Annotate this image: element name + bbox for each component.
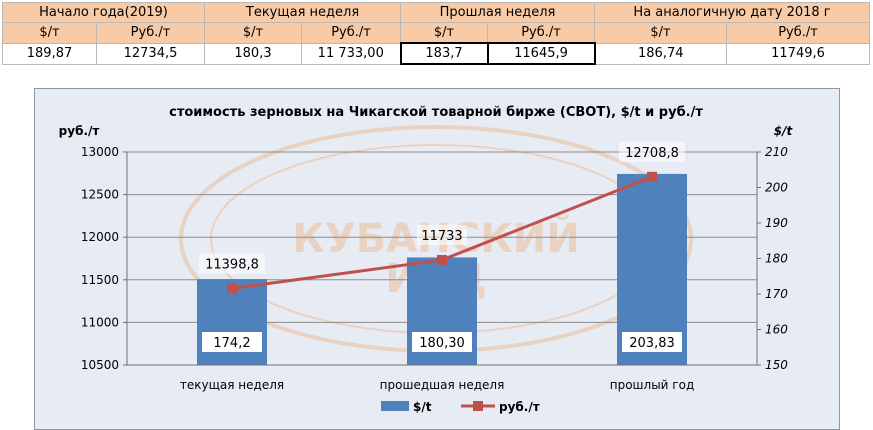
y-left-tick-label: 12000 — [81, 230, 119, 244]
y-right-tick-label: 170 — [765, 287, 788, 301]
unit-header-cell: $/т — [400, 22, 489, 44]
value-cell: 11 733,00 — [300, 42, 402, 65]
table-group-header-row: Начало года(2019) Текущая неделя Прошлая… — [2, 2, 871, 23]
bar-data-label: 180,30 — [419, 336, 465, 351]
y-left-tick-label: 11500 — [81, 273, 119, 287]
chart-legend: $/t руб./т — [381, 400, 540, 414]
unit-header-cell: Руб./т — [96, 22, 205, 44]
line-data-label: 12708,8 — [625, 146, 679, 161]
value-cell: 189,87 — [2, 42, 97, 65]
y-axis-right-title: $/t — [774, 124, 794, 138]
line-point-marker — [227, 283, 237, 294]
x-category-label: прошедшая неделя — [380, 378, 505, 392]
y-left-tick-label: 13000 — [81, 145, 119, 159]
y-right-tick-label: 150 — [765, 358, 788, 372]
y-left-tick-label: 12500 — [81, 188, 119, 202]
y-right-tick-label: 200 — [765, 181, 788, 195]
line-data-label-box — [619, 141, 685, 162]
value-cell: 11749,6 — [726, 42, 871, 65]
table-values-row: 189,87 12734,5 180,3 11 733,00 183,7 116… — [2, 42, 871, 65]
y-right-tick-label: 210 — [765, 145, 788, 159]
chart-title: стоимость зерновых на Чикагской товарной… — [169, 105, 703, 120]
legend-usd-label: $/t — [413, 400, 432, 414]
y-left-tick-label: 11000 — [81, 315, 119, 329]
unit-header-cell: Руб./т — [300, 22, 402, 44]
bar-data-label-box — [622, 332, 682, 352]
unit-header-cell: $/т — [204, 22, 302, 44]
legend-usd-swatch — [381, 401, 409, 411]
value-cell-highlighted: 11645,9 — [486, 42, 596, 65]
group-header-previous-week: Прошлая неделя — [400, 2, 596, 23]
price-table: Начало года(2019) Текущая неделя Прошлая… — [2, 2, 871, 65]
table-unit-header-row: $/т Руб./т $/т Руб./т $/т Руб./т $/т Руб… — [2, 22, 871, 44]
y-right-tick-label: 180 — [765, 252, 788, 266]
legend-rub-marker — [473, 401, 483, 411]
bar-data-label-box — [412, 332, 472, 352]
line-point-marker — [437, 254, 447, 265]
value-cell: 12734,5 — [96, 42, 205, 65]
chart-canvas: КУБАНСКИЙ ИАЦ стоимость зерновых на Чика… — [59, 105, 794, 414]
line-data-label-box — [417, 224, 467, 245]
y-right-tick-label: 160 — [765, 323, 788, 337]
bar-data-label-box — [202, 332, 262, 352]
x-category-label: прошлый год — [610, 378, 695, 392]
value-cell: 186,74 — [594, 42, 728, 65]
bar-data-label: 203,83 — [629, 336, 675, 351]
group-header-same-date-2018: На аналогичную дату 2018 г — [594, 2, 871, 23]
chart-container: КУБАНСКИЙ ИАЦ стоимость зерновых на Чика… — [34, 88, 840, 430]
line-point-marker — [647, 171, 657, 182]
group-header-year-start: Начало года(2019) — [2, 2, 205, 23]
x-category-label: текущая неделя — [180, 378, 284, 392]
unit-header-cell: Руб./т — [726, 22, 871, 44]
line-data-label-box — [199, 253, 265, 274]
line-data-label: 11398,8 — [205, 257, 259, 272]
value-cell: 180,3 — [204, 42, 302, 65]
legend-rub-label: руб./т — [499, 400, 540, 414]
line-data-label: 11733 — [421, 229, 462, 244]
y-axis-left-title: руб./т — [59, 124, 100, 138]
y-right-tick-label: 190 — [765, 216, 788, 230]
group-header-current-week: Текущая неделя — [203, 2, 402, 23]
value-cell-highlighted: 183,7 — [399, 42, 489, 65]
bar-data-label: 174,2 — [213, 336, 250, 351]
y-left-tick-label: 10500 — [81, 358, 119, 372]
unit-header-cell: $/т — [2, 22, 97, 44]
unit-header-cell: Руб./т — [487, 22, 596, 44]
unit-header-cell: $/т — [594, 22, 728, 44]
